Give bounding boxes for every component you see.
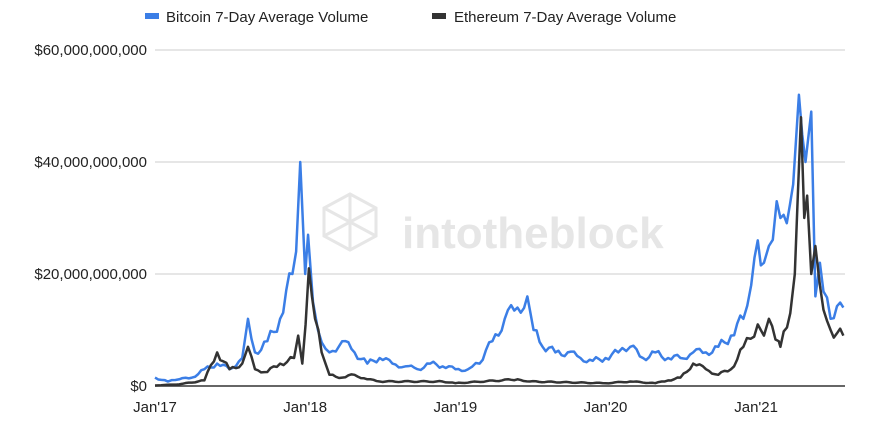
x-tick-label: Jan'19 (433, 399, 477, 416)
y-tick-label: $20,000,000,000 (34, 266, 147, 283)
y-tick-label: $40,000,000,000 (34, 154, 147, 171)
x-tick-label: Jan'21 (734, 399, 778, 416)
legend-label-ethereum: Ethereum 7-Day Average Volume (454, 9, 676, 26)
watermark-text: intotheblock (402, 209, 664, 258)
x-tick-label: Jan'18 (283, 399, 327, 416)
legend-swatch-bitcoin (145, 13, 159, 19)
watermark: intotheblock (322, 192, 664, 258)
watermark-logo-icon (322, 192, 378, 252)
legend: Bitcoin 7-Day Average Volume Ethereum 7-… (145, 9, 676, 26)
legend-label-bitcoin: Bitcoin 7-Day Average Volume (166, 9, 368, 26)
series-line-ethereum (154, 115, 845, 387)
y-tick-label: $60,000,000,000 (34, 42, 147, 59)
x-tick-label: Jan'20 (584, 399, 628, 416)
x-tick-label: Jan'17 (133, 399, 177, 416)
legend-swatch-ethereum (432, 13, 446, 19)
y-tick-label: $0 (130, 378, 147, 395)
series-line-bitcoin (154, 93, 845, 383)
